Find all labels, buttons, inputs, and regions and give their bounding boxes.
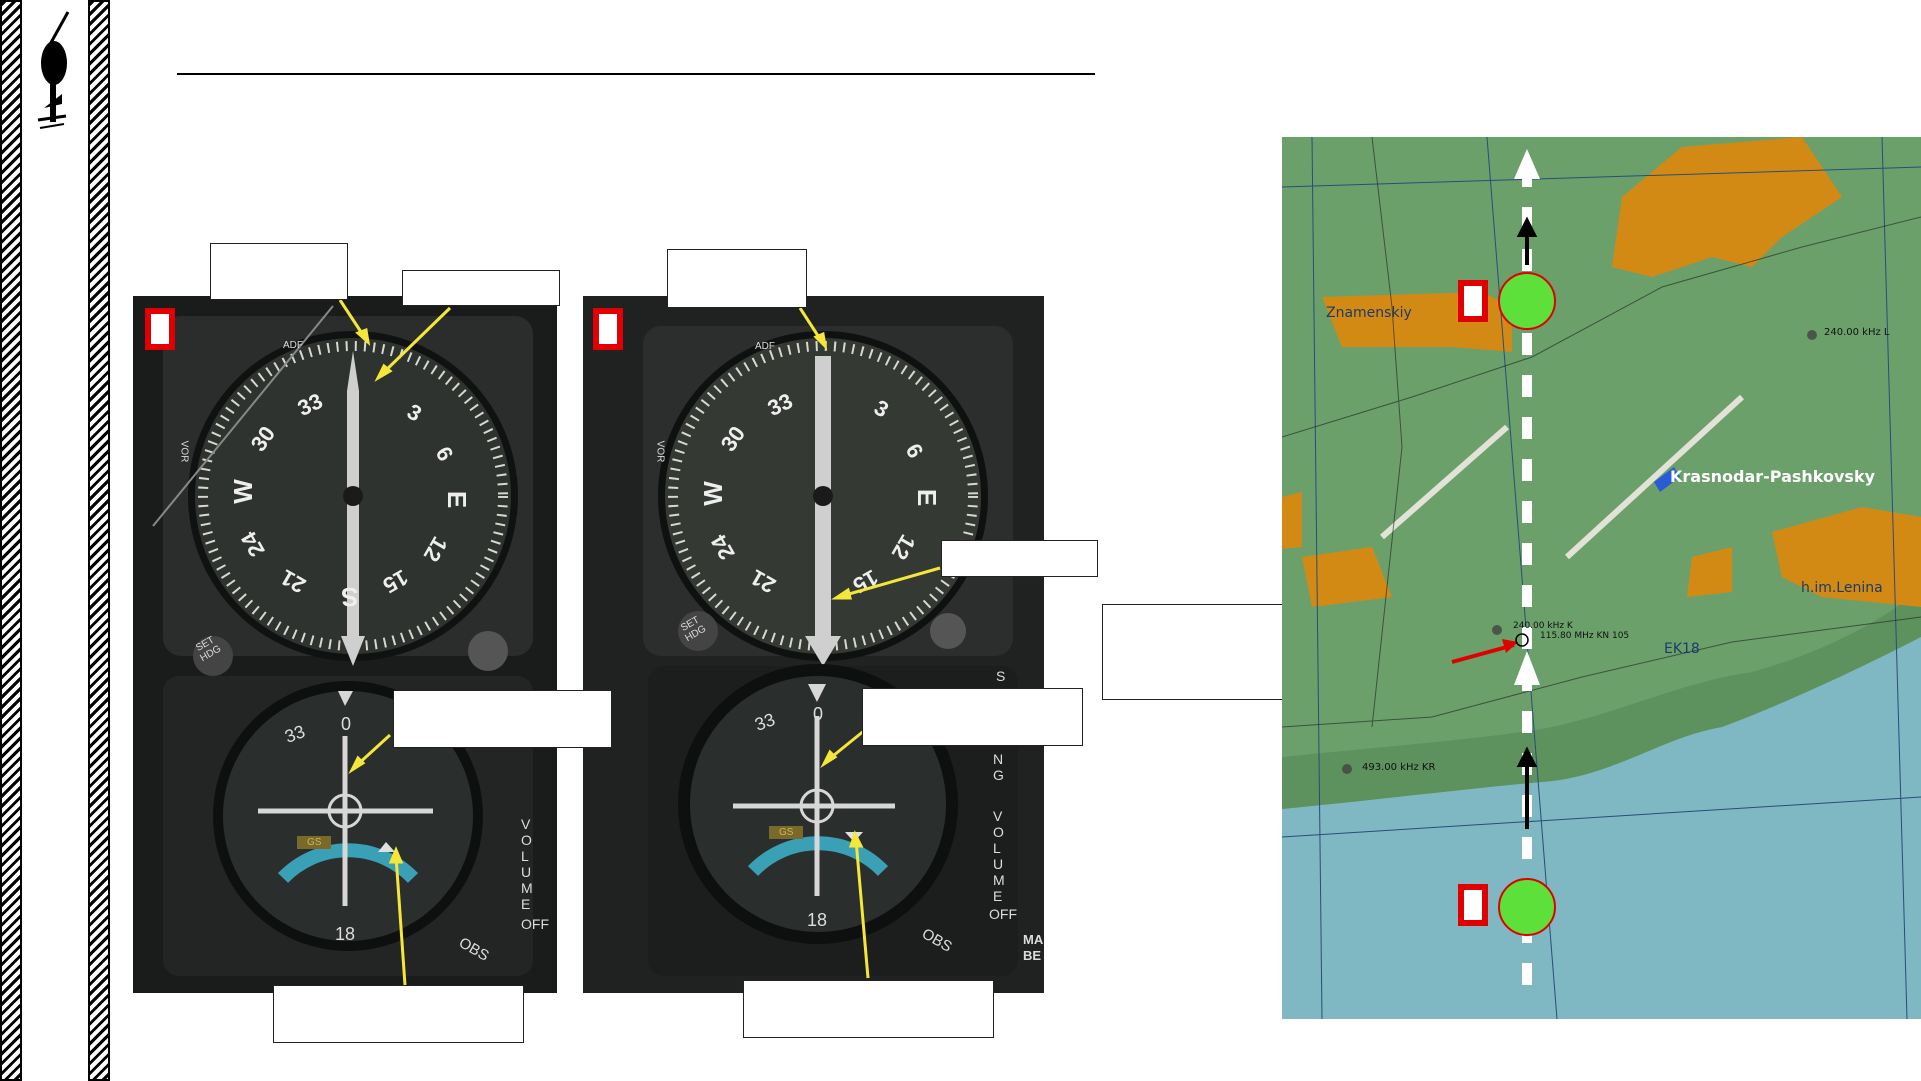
photo-marker-right: [593, 308, 623, 350]
callout-box-1: [210, 243, 348, 300]
map-marker-bottom: [1458, 884, 1488, 926]
navigation-map: Znamenskiy Krasnodar-Pashkovsky h.im.Len…: [1282, 137, 1921, 1019]
cdi-n0: 0: [341, 714, 352, 734]
cdi-n18: 18: [335, 924, 356, 944]
callout-box-2: [402, 270, 560, 306]
callout-box-5: [393, 690, 612, 748]
right-hatch-bar: [88, 0, 110, 1081]
gs-flag-2: GS: [769, 826, 804, 839]
callout-box-4: [941, 540, 1098, 577]
map-marker-top: [1458, 280, 1488, 322]
callout-box-6: [862, 688, 1083, 746]
edge-text-ng: NG: [993, 751, 1004, 783]
title-underline: [177, 73, 1095, 75]
off-text: OFF: [521, 916, 549, 932]
place-airfield: Krasnodar-Pashkovsky: [1670, 467, 1876, 486]
callout-box-3: [667, 249, 807, 308]
volume-text: VOLUME: [521, 816, 533, 912]
helicopter-icon: [37, 11, 70, 129]
beacon-ndb-bottom-left: 493.00 kHz KR: [1362, 762, 1436, 773]
callout-box-7: [273, 985, 524, 1043]
instrument-panel-left: ADF VOR 33 30 W 24 21 S 15 12 E 6 3 SET …: [133, 296, 557, 993]
volume-text-2: VOLUME: [993, 808, 1005, 904]
gs-flag: GS: [297, 836, 332, 849]
place-lenina: h.im.Lenina: [1801, 580, 1883, 596]
off-text-2: OFF: [989, 906, 1017, 922]
right-fragment: MA BE: [1023, 932, 1043, 963]
cdi2-n0: 0: [813, 704, 824, 724]
cdi2-n18: 18: [807, 910, 828, 930]
beacon-ndb-center: 240.00 kHz K: [1513, 621, 1573, 631]
callout-box-8: [743, 980, 994, 1038]
place-znamenskiy: Znamenskiy: [1326, 305, 1412, 321]
airport-code: EK18: [1664, 641, 1700, 657]
side-fragment-s: S: [996, 668, 1006, 684]
adf-label: ADF: [283, 340, 303, 351]
photo-marker-left: [145, 308, 175, 350]
left-hatch-bar: [0, 0, 22, 1081]
beacon-vor-center: 115.80 MHz KN 105: [1540, 631, 1630, 641]
adf-label-2: ADF: [755, 341, 775, 352]
beacon-ndb-top-right: 240.00 kHz L: [1824, 327, 1890, 338]
